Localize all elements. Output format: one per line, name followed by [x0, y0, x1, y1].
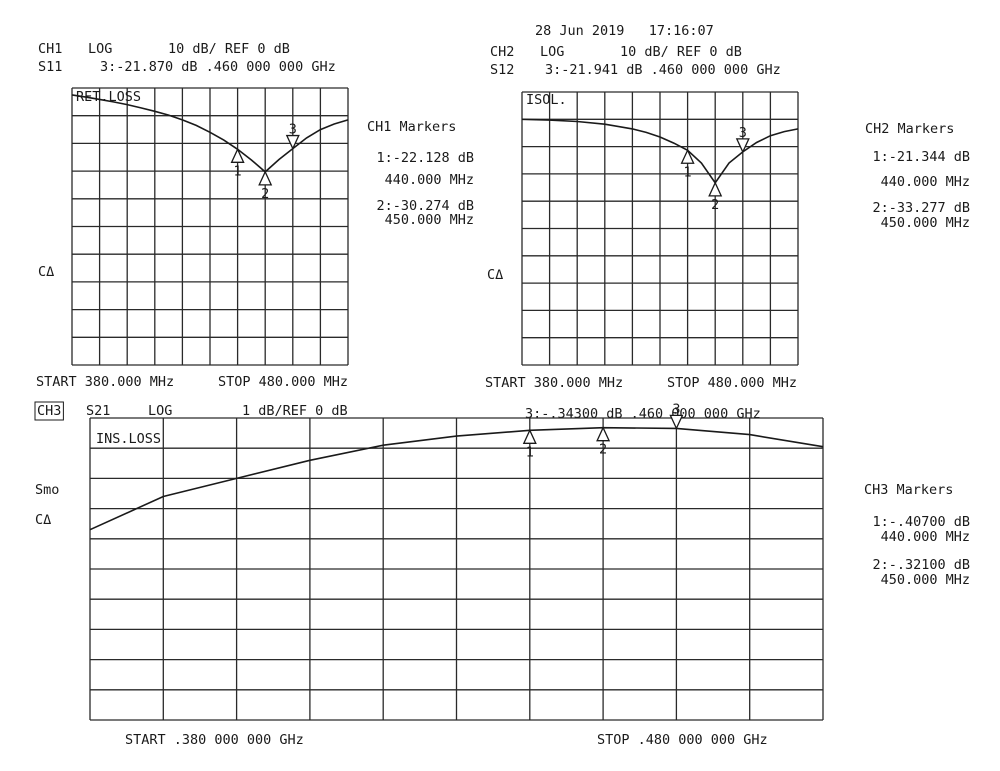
annotation: Smo [35, 482, 59, 498]
marker-label: 3 [672, 401, 680, 417]
channel-box [34, 401, 64, 421]
channel-label: CH3 [37, 403, 61, 419]
marker [680, 148, 695, 164]
stop-frequency: STOP .480 000 000 GHz [597, 732, 768, 748]
marker [230, 147, 245, 163]
marker-readout: 2:-.32100 dB [872, 557, 970, 573]
date-stamp: 28 Jun 2019 17:16:07 [535, 23, 714, 39]
marker-readout: 1:-.40700 dB [872, 514, 970, 530]
marker [285, 134, 300, 151]
trace [89, 426, 824, 531]
channel-label: CH1 [38, 41, 62, 57]
annotation: CΔ [487, 267, 503, 283]
markers-title: CH2 Markers [865, 121, 954, 137]
marker-label: 2 [711, 197, 719, 213]
markers-title: CH3 Markers [864, 482, 953, 498]
annotation: CΔ [38, 264, 54, 280]
marker-label: 3 [739, 125, 747, 141]
marker-label: 1 [234, 163, 242, 179]
scale-label: 10 dB/ REF 0 dB [168, 41, 290, 57]
start-frequency: START 380.000 MHz [36, 374, 174, 390]
marker-readout: 440.000 MHz [881, 174, 970, 190]
start-frequency: START .380 000 000 GHz [125, 732, 304, 748]
format-label: LOG [88, 41, 112, 57]
marker-readout: 1:-21.344 dB [872, 149, 970, 165]
annotation: CΔ [35, 512, 51, 528]
marker [735, 138, 750, 154]
format-label: LOG [540, 44, 564, 60]
marker [708, 181, 723, 197]
trace-label: INS.LOSS [96, 431, 161, 447]
parameter-label: S11 [38, 59, 62, 75]
scale-label: 1 dB/REF 0 dB [242, 403, 348, 419]
marker-label: 1 [684, 164, 692, 180]
marker-label: 1 [526, 444, 534, 460]
markers-title: CH1 Markers [367, 119, 456, 135]
active-marker-readout: 3:-21.870 dB .460 000 000 GHz [100, 59, 336, 75]
stop-frequency: STOP 480.000 MHz [667, 375, 797, 391]
trace-label: RET.LOSS [76, 89, 141, 105]
parameter-label: S12 [490, 62, 514, 78]
marker [596, 426, 611, 442]
trace-label: ISOL. [526, 92, 567, 108]
marker-readout: 450.000 MHz [881, 572, 970, 588]
marker-readout: 440.000 MHz [881, 529, 970, 545]
stop-frequency: STOP 480.000 MHz [218, 374, 348, 390]
parameter-label: S21 [86, 403, 110, 419]
start-frequency: START 380.000 MHz [485, 375, 623, 391]
format-label: LOG [148, 403, 172, 419]
active-marker-readout: 3:-.34300 dB .460 000 000 GHz [525, 406, 761, 422]
scale-label: 10 dB/ REF 0 dB [620, 44, 742, 60]
trace [71, 94, 349, 173]
channel-label: CH2 [490, 44, 514, 60]
marker-readout: 2:-33.277 dB [872, 200, 970, 216]
marker-readout: 1:-22.128 dB [376, 150, 474, 166]
marker-readout: 2:-30.274 dB [376, 198, 474, 214]
marker-readout: 440.000 MHz [385, 172, 474, 188]
marker-label: 3 [289, 122, 297, 138]
marker-label: 2 [599, 442, 607, 458]
marker [669, 414, 684, 430]
marker-readout: 450.000 MHz [385, 212, 474, 228]
active-marker-readout: 3:-21.941 dB .460 000 000 GHz [545, 62, 781, 78]
marker-label: 2 [261, 186, 269, 202]
marker-readout: 450.000 MHz [881, 215, 970, 231]
marker [258, 170, 273, 186]
marker [522, 428, 537, 444]
